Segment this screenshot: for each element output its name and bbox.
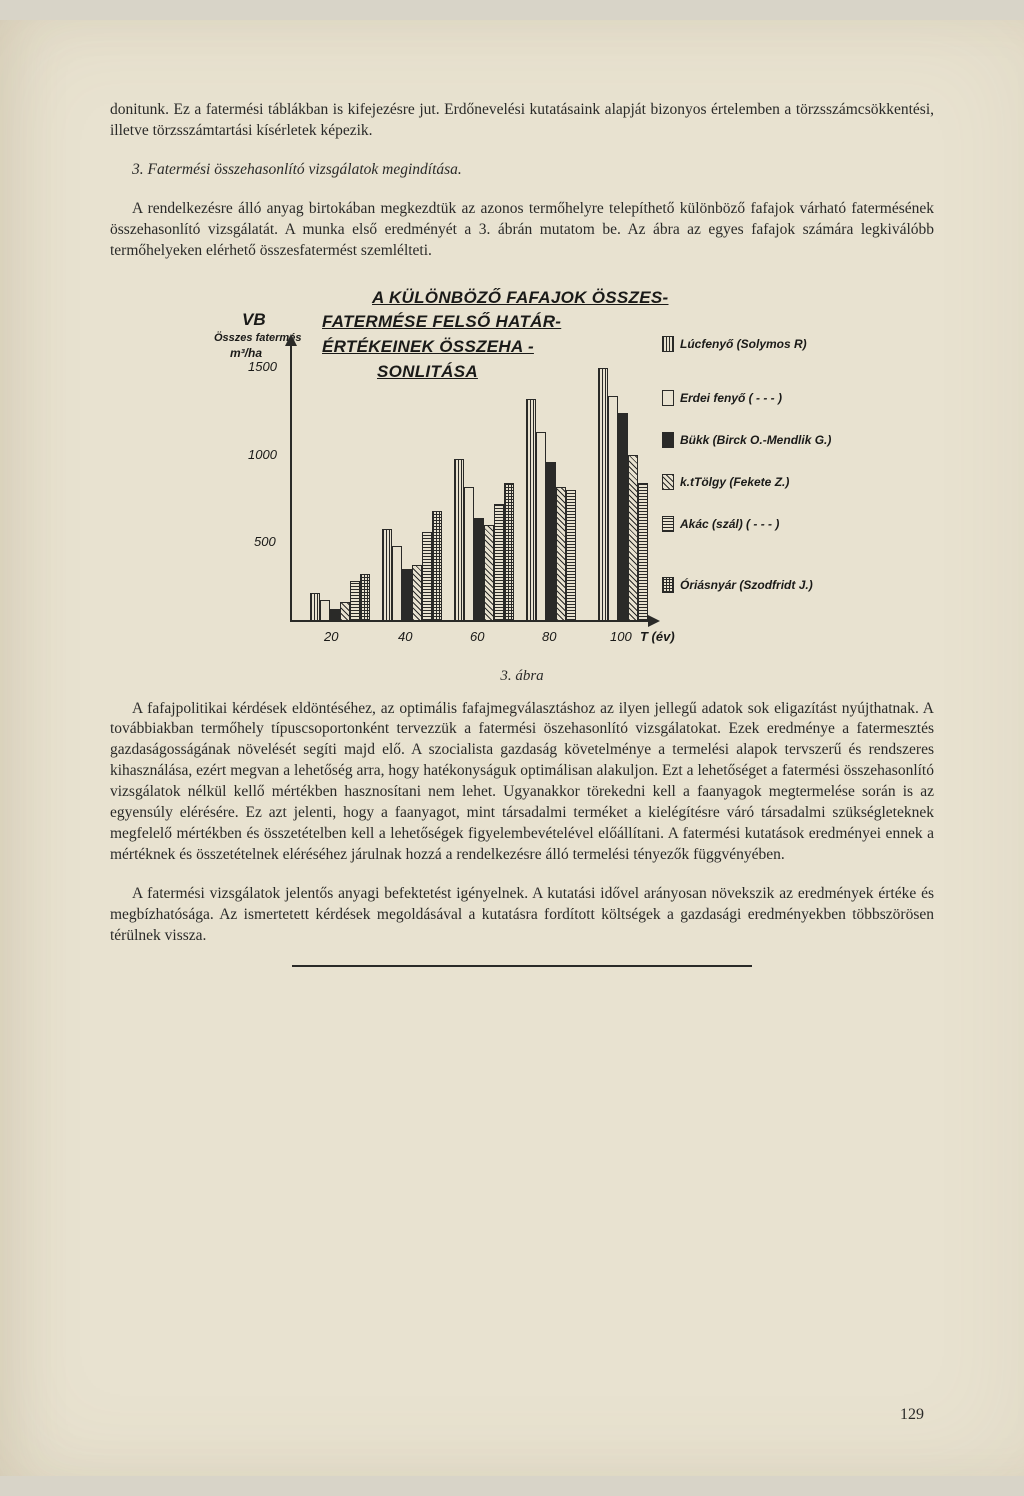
page: donitunk. Ez a fatermési táblákban is ki…	[0, 20, 1024, 1476]
y-axis-arrow	[285, 334, 297, 346]
legend-swatch	[662, 577, 674, 593]
bar	[422, 532, 432, 620]
bar	[320, 600, 330, 619]
legend-item: Lúcfenyő (Solymos R)	[662, 336, 807, 352]
legend-label: Erdei fenyő ( - - - )	[680, 391, 782, 405]
paragraph-2: 3. Fatermési összehasonlító vizsgálatok …	[110, 160, 934, 181]
legend-swatch	[662, 516, 674, 532]
legend-label: Akác (szál) ( - - - )	[680, 517, 779, 531]
section-lead: 3. Fatermési összehasonlító vizsgálatok …	[132, 161, 462, 178]
bar-group-40	[382, 511, 442, 620]
chart-title-4: SONLITÁSA	[377, 362, 478, 382]
bar	[608, 396, 618, 620]
legend-item: Erdei fenyő ( - - - )	[662, 390, 782, 406]
bar	[526, 399, 536, 620]
bar-group-20	[310, 574, 370, 620]
bar	[464, 487, 474, 620]
figure-caption: 3. ábra	[212, 668, 832, 685]
chart: VB Összes fatermés m³/ha A KÜLÖNBÖZŐ FAF…	[212, 282, 832, 662]
bar	[556, 487, 566, 620]
bar	[536, 432, 546, 619]
chart-title-1: A KÜLÖNBÖZŐ FAFAJOK ÖSSZES-	[372, 288, 669, 308]
bar	[402, 569, 412, 620]
bar	[598, 368, 608, 620]
xtick-20: 20	[324, 629, 338, 644]
legend-item: Bükk (Birck O.-Mendlik G.)	[662, 432, 831, 448]
page-number: 129	[900, 1406, 924, 1424]
bar	[494, 504, 504, 620]
legend-label: k.tTölgy (Fekete Z.)	[680, 475, 789, 489]
paragraph-1: donitunk. Ez a fatermési táblákban is ki…	[110, 100, 934, 142]
legend-swatch	[662, 432, 674, 448]
legend-swatch	[662, 336, 674, 352]
legend-item: Óriásnyár (Szodfridt J.)	[662, 577, 813, 593]
bar	[340, 602, 350, 620]
bar	[638, 483, 648, 620]
chart-title-2: FATERMÉSE FELSŐ HATÁR-	[322, 312, 561, 332]
chart-title-3: ÉRTÉKEINEK ÖSSZEHA -	[322, 337, 534, 357]
bar	[454, 459, 464, 620]
bar	[484, 525, 494, 620]
bar	[628, 455, 638, 620]
bar	[474, 518, 484, 620]
bar	[392, 546, 402, 620]
ytick-500: 500	[254, 534, 276, 549]
x-axis	[290, 620, 652, 622]
x-unit: T (év)	[640, 629, 675, 644]
bar	[360, 574, 370, 620]
bar	[412, 565, 422, 619]
bar	[350, 581, 360, 620]
bar-group-60	[454, 459, 514, 620]
xtick-80: 80	[542, 629, 556, 644]
bar	[566, 490, 576, 620]
legend-label: Óriásnyár (Szodfridt J.)	[680, 578, 813, 592]
bar	[382, 529, 392, 620]
bar	[618, 413, 628, 620]
figure-3: VB Összes fatermés m³/ha A KÜLÖNBÖZŐ FAF…	[212, 282, 832, 685]
y-unit: m³/ha	[230, 346, 262, 360]
xtick-100: 100	[610, 629, 632, 644]
ytick-1500: 1500	[248, 359, 277, 374]
legend-swatch	[662, 390, 674, 406]
paragraph-4: A fatermési vizsgálatok jelentős anyagi …	[110, 884, 934, 947]
legend-label: Bükk (Birck O.-Mendlik G.)	[680, 433, 831, 447]
divider-rule	[292, 965, 752, 967]
legend-item: k.tTölgy (Fekete Z.)	[662, 474, 789, 490]
ytick-1000: 1000	[248, 447, 277, 462]
y-axis	[290, 342, 292, 622]
bar-group-80	[526, 399, 576, 620]
bar	[546, 462, 556, 620]
legend-swatch	[662, 474, 674, 490]
paragraph-3: A fafajpolitikai kérdések eldöntéséhez, …	[110, 699, 934, 866]
legend-label: Lúcfenyő (Solymos R)	[680, 337, 807, 351]
bar	[432, 511, 442, 620]
xtick-40: 40	[398, 629, 412, 644]
legend-item: Akác (szál) ( - - - )	[662, 516, 779, 532]
paragraph-2b: A rendelkezésre álló anyag birtokában me…	[110, 199, 934, 262]
bar	[330, 609, 340, 620]
bar	[310, 593, 320, 619]
bar	[504, 483, 514, 620]
bar-group-100	[598, 368, 648, 620]
x-axis-arrow	[648, 615, 660, 627]
y-title-vb: VB	[242, 310, 266, 330]
xtick-60: 60	[470, 629, 484, 644]
